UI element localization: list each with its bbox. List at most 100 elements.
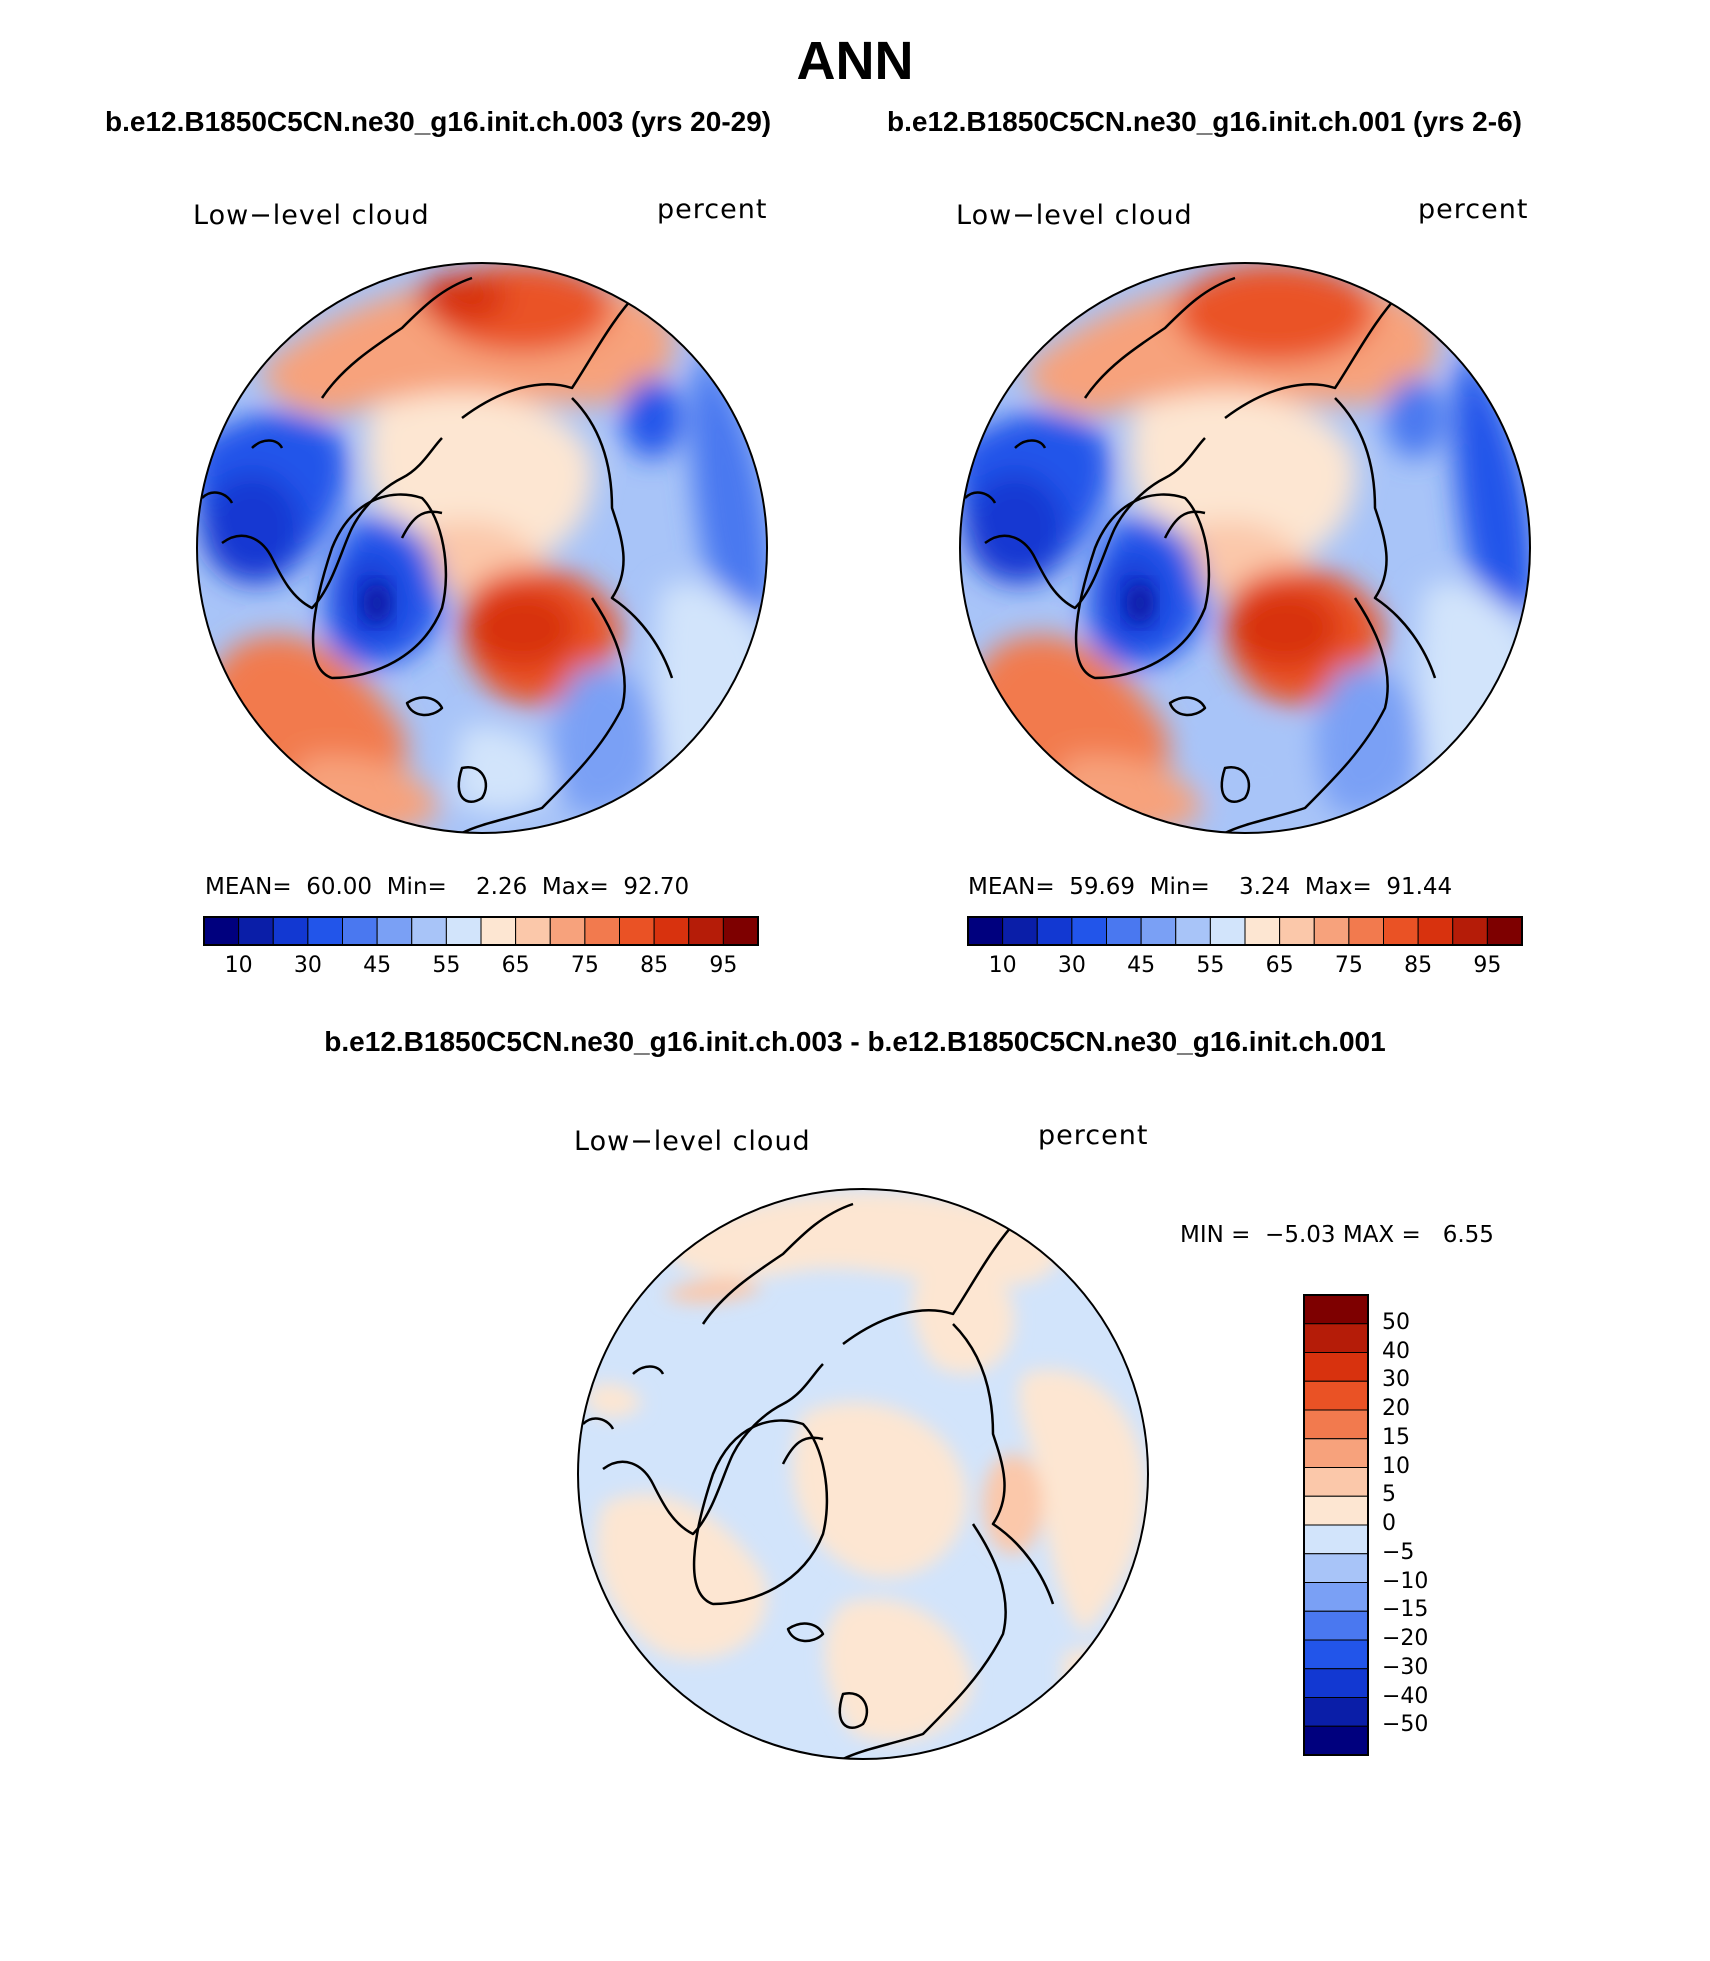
colorbar-box [1303, 1725, 1369, 1756]
colorbar-box [1303, 1352, 1369, 1382]
panel-2-mean-value: 59.69 [1069, 874, 1136, 900]
colorbar-panel-2 [967, 916, 1523, 946]
colorbar-tick-label: 85 [640, 953, 669, 978]
colorbar-box [1106, 916, 1142, 946]
colorbar-tick-label: 75 [570, 953, 599, 978]
colorbar-tick-label: 15 [1382, 1424, 1410, 1450]
panel-2-case-title: b.e12.B1850C5CN.ne30_g16.init.ch.001 (yr… [887, 106, 1522, 137]
colorbar-box [272, 916, 309, 946]
colorbar-box [1303, 1582, 1369, 1612]
panel-2-mean-label: MEAN= [968, 874, 1055, 900]
colorbar-tick-label: −10 [1382, 1568, 1429, 1594]
colorbar-box [515, 916, 551, 946]
colorbar-box [1303, 1467, 1369, 1497]
panel-2-min-label: Min= [1149, 874, 1210, 900]
colorbar-tick-label: −50 [1382, 1712, 1429, 1738]
colorbar-box [1303, 1524, 1369, 1555]
colorbar-box [1175, 916, 1211, 946]
colorbar-tick-label: −20 [1382, 1626, 1429, 1651]
colorbar-tick-label: 20 [1382, 1396, 1410, 1421]
panel-1-max-label: Max= [541, 874, 609, 900]
panel-1-mean-label: MEAN= [205, 874, 292, 900]
colorbar-outline [1303, 1294, 1369, 1756]
colorbar-box [342, 916, 378, 946]
panel-2-units-label: percent [1418, 194, 1529, 225]
difference-units-label: percent [1038, 1120, 1149, 1151]
difference-max-value: 6.55 [1442, 1222, 1494, 1248]
difference-min-value: −5.03 [1265, 1222, 1336, 1248]
colorbar-box [688, 916, 724, 946]
panel-2-min-value: 3.24 [1239, 874, 1291, 900]
panel-2-variable-label: Low−level cloud [956, 200, 1193, 231]
colorbar-box [1348, 916, 1384, 946]
colorbar-panel-1 [203, 916, 759, 946]
colorbar-box [1036, 916, 1073, 946]
colorbar-tick-label: 40 [1382, 1338, 1410, 1364]
colorbar-tick-label: 50 [1382, 1309, 1410, 1335]
colorbar-box [1279, 916, 1315, 946]
colorbar-box [445, 916, 482, 946]
colorbar-box [1383, 916, 1419, 946]
colorbar-outline [203, 916, 759, 946]
difference-stats: MIN = −5.03 MAX = 6.55 [1180, 1222, 1494, 1248]
colorbar-box [967, 916, 1004, 946]
colorbar-tick-label: −5 [1382, 1539, 1415, 1565]
colorbar-tick-label: 95 [1473, 953, 1502, 978]
polar-map-panel-2 [960, 263, 1530, 833]
map-1-boundary [196, 262, 768, 834]
colorbar-tick-label: −15 [1382, 1597, 1429, 1623]
colorbar-box [1303, 1294, 1369, 1325]
colorbar-box [1303, 1668, 1369, 1698]
colorbar-tick-label: 75 [1334, 953, 1363, 978]
colorbar-tick-label: −30 [1382, 1654, 1429, 1680]
colorbar-box [1303, 1697, 1369, 1727]
panel-1-min-label: Min= [386, 874, 447, 900]
difference-max-label: MAX = [1342, 1222, 1421, 1248]
colorbar-box [1140, 916, 1177, 946]
colorbar-tick-label: 30 [1057, 953, 1086, 978]
colorbar-tick-label: 65 [1265, 953, 1294, 978]
difference-title: b.e12.B1850C5CN.ne30_g16.init.ch.003 - b… [324, 1026, 1386, 1057]
panel-1-units-label: percent [657, 194, 768, 225]
colorbar-tick-label: 10 [224, 953, 253, 978]
colorbar-tick-label: −40 [1382, 1683, 1429, 1709]
figure-title: ANN [796, 31, 914, 91]
colorbar-tick-label: 10 [988, 953, 1017, 978]
colorbar-box [653, 916, 690, 946]
colorbar-box [376, 916, 413, 946]
colorbar-box [1071, 916, 1107, 946]
colorbar-box [619, 916, 655, 946]
colorbar-tick-label: 0 [1382, 1511, 1396, 1536]
colorbar-tick-label: 65 [501, 953, 530, 978]
panel-1-stats: MEAN= 60.00 Min= 2.26 Max= 92.70 [205, 874, 689, 900]
colorbar-box [549, 916, 586, 946]
colorbar-tick-label: 55 [432, 953, 461, 978]
colorbar-box [238, 916, 274, 946]
panel-1-max-value: 92.70 [623, 874, 690, 900]
polar-map-panel-1 [197, 263, 767, 833]
colorbar-tick-label: 45 [363, 953, 392, 978]
polar-map-difference [578, 1189, 1148, 1759]
colorbar-tick-label: 30 [293, 953, 322, 978]
colorbar-box [1303, 1409, 1369, 1440]
colorbar-tick-label: 45 [1127, 953, 1156, 978]
colorbar-box [1303, 1495, 1369, 1526]
colorbar-box [1303, 1438, 1369, 1468]
panel-1-min-value: 2.26 [476, 874, 528, 900]
colorbar-box [1209, 916, 1246, 946]
colorbar-box [1486, 916, 1523, 946]
panel-1-mean-value: 60.00 [306, 874, 373, 900]
colorbar-tick-label: 5 [1382, 1482, 1396, 1508]
colorbar-box [1002, 916, 1038, 946]
colorbar-box [203, 916, 240, 946]
colorbar-tick-label: 10 [1382, 1453, 1410, 1479]
colorbar-box [722, 916, 759, 946]
panel-2-stats: MEAN= 59.69 Min= 3.24 Max= 91.44 [968, 874, 1452, 900]
colorbar-box [1417, 916, 1454, 946]
map-3-boundary [577, 1188, 1149, 1760]
panel-2-max-label: Max= [1304, 874, 1372, 900]
panel-1-case-title: b.e12.B1850C5CN.ne30_g16.init.ch.003 (yr… [105, 106, 772, 137]
colorbar-outline [967, 916, 1523, 946]
colorbar-difference [1303, 1294, 1369, 1756]
